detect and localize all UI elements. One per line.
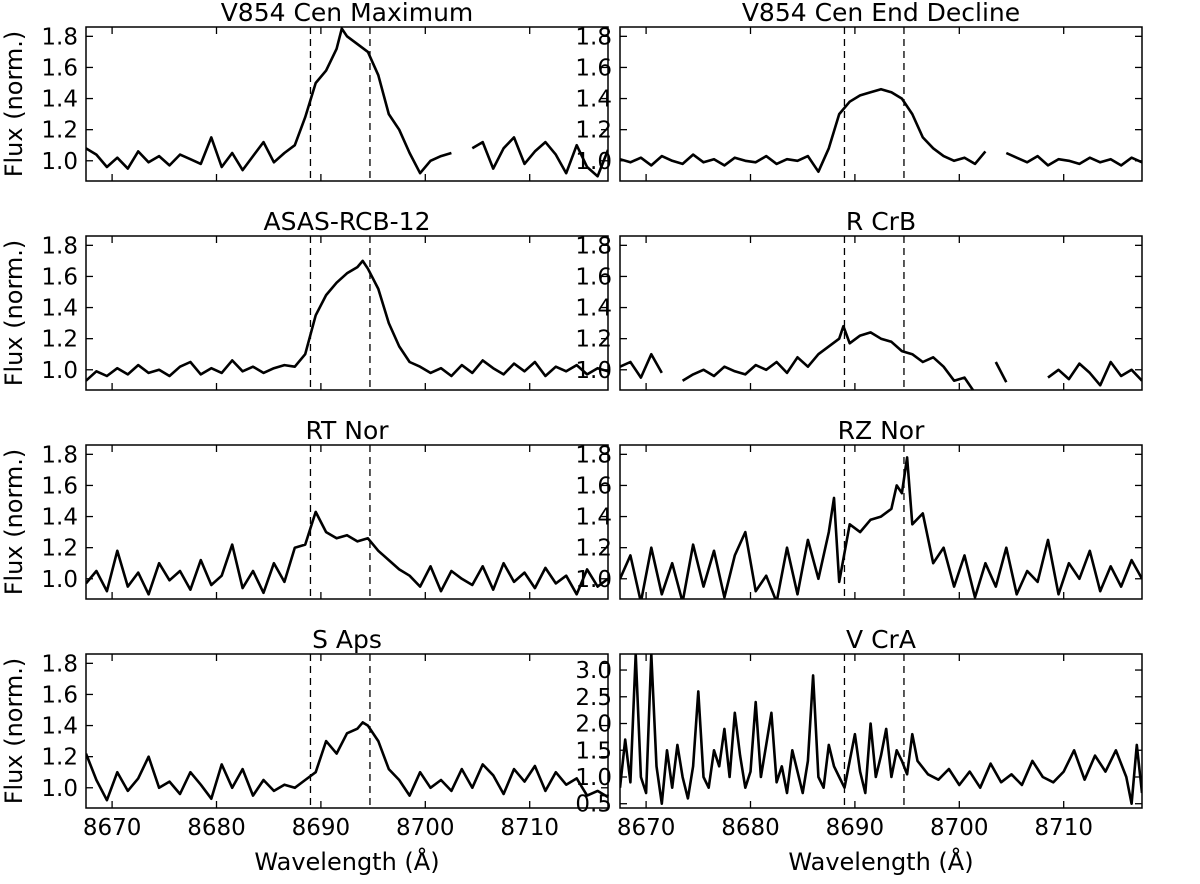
x-tick-label: 8700 bbox=[396, 815, 455, 841]
x-tick-label: 8680 bbox=[187, 815, 246, 841]
y-tick-label: 1.0 bbox=[41, 567, 78, 593]
y-tick-label: 1.6 bbox=[575, 264, 612, 290]
panel-7: V CrA 0.51.01.52.02.53.0 8670 8680 8690 8700 8… bbox=[575, 625, 1143, 876]
x-tick-label: 8670 bbox=[617, 815, 676, 841]
axes-frame bbox=[85, 26, 609, 182]
axes-frame bbox=[619, 653, 1143, 809]
y-tick-label: 1.0 bbox=[575, 358, 612, 384]
y-tick-label: 1.0 bbox=[41, 358, 78, 384]
y-tick-label: 1.8 bbox=[41, 651, 78, 677]
panel-0: V854 Cen Maximum 1.0 1.2 1.4 1.6 1.8 Flux (nor… bbox=[0, 0, 609, 182]
y-tick-label: 1.4 bbox=[575, 505, 612, 531]
y-tick-label: 1.4 bbox=[575, 87, 612, 113]
y-tick-label: 1.6 bbox=[41, 682, 78, 708]
y-tick-label: 1.4 bbox=[41, 87, 78, 113]
y-tick-label: 1.0 bbox=[575, 149, 612, 175]
panel-title: V854 Cen Maximum bbox=[221, 0, 474, 27]
y-tick-label: 1.6 bbox=[41, 55, 78, 81]
y-tick-label: 1.2 bbox=[41, 327, 78, 353]
spectrum-line-0 bbox=[86, 27, 608, 178]
axes-frame bbox=[85, 235, 609, 391]
y-tick-label: 1.4 bbox=[575, 296, 612, 322]
y-tick-label: 1.6 bbox=[575, 473, 612, 499]
y-axis-label: Flux (norm.) bbox=[0, 449, 28, 596]
spectrum-line-0 bbox=[620, 654, 1142, 805]
y-tick-label: 1.2 bbox=[575, 327, 612, 353]
y-tick-label: 1.4 bbox=[41, 714, 78, 740]
y-tick-label: 1.8 bbox=[41, 233, 78, 259]
axes-frame bbox=[619, 444, 1143, 600]
y-tick-label: 1.4 bbox=[41, 296, 78, 322]
y-tick-label: 1.0 bbox=[575, 765, 612, 791]
y-tick-label: 2.0 bbox=[575, 712, 612, 738]
panel-4: RT Nor 1.0 1.2 1.4 1.6 1.8 Flux (norm.) bbox=[0, 416, 609, 600]
panel-title: V CrA bbox=[846, 625, 916, 654]
y-tick-label: 1.6 bbox=[575, 55, 612, 81]
y-tick-label: 1.6 bbox=[41, 264, 78, 290]
spectrum-line-0 bbox=[86, 259, 608, 382]
spectrum-line-0 bbox=[620, 324, 1142, 390]
panel-5: RZ Nor 1.0 1.2 1.4 1.6 1.8 bbox=[575, 416, 1143, 600]
panel-title: R CrB bbox=[846, 207, 916, 236]
y-tick-label: 1.8 bbox=[575, 233, 612, 259]
x-axis-label: Wavelength (Å) bbox=[788, 847, 973, 876]
x-tick-label: 8700 bbox=[930, 815, 989, 841]
spectrum-line-0 bbox=[620, 456, 1142, 599]
panel-1: V854 Cen End Decline 1.0 1.2 1.4 1.6 1.8 bbox=[575, 0, 1143, 182]
panel-title: RT Nor bbox=[305, 416, 389, 445]
panel-2: ASAS-RCB-12 1.0 1.2 1.4 1.6 1.8 Flux (norm.) bbox=[0, 207, 609, 391]
y-axis-label: Flux (norm.) bbox=[0, 240, 28, 387]
y-tick-label: 1.8 bbox=[575, 442, 612, 468]
y-tick-label: 1.2 bbox=[575, 118, 612, 144]
y-tick-label: 3.0 bbox=[575, 658, 612, 684]
axes-frame bbox=[619, 26, 1143, 182]
spectrum-line-0 bbox=[86, 510, 608, 596]
y-tick-label: 1.6 bbox=[41, 473, 78, 499]
x-tick-label: 8680 bbox=[721, 815, 780, 841]
panel-title: V854 Cen End Decline bbox=[742, 0, 1020, 27]
x-axis-label: Wavelength (Å) bbox=[254, 847, 439, 876]
y-tick-label: 1.8 bbox=[41, 442, 78, 468]
x-tick-label: 8710 bbox=[1034, 815, 1093, 841]
y-tick-label: 1.8 bbox=[575, 24, 612, 50]
y-tick-label: 0.5 bbox=[575, 792, 612, 818]
axes-frame bbox=[619, 235, 1143, 391]
y-tick-label: 1.8 bbox=[41, 24, 78, 50]
y-tick-label: 1.0 bbox=[575, 567, 612, 593]
axes-frame bbox=[85, 444, 609, 600]
y-tick-label: 1.2 bbox=[41, 536, 78, 562]
y-tick-label: 1.2 bbox=[41, 118, 78, 144]
panel-3: R CrB 1.0 1.2 1.4 1.6 1.8 bbox=[575, 207, 1143, 391]
x-tick-label: 8690 bbox=[292, 815, 351, 841]
spectrum-line-0 bbox=[620, 87, 1142, 173]
y-tick-label: 1.0 bbox=[41, 776, 78, 802]
panel-title: ASAS-RCB-12 bbox=[264, 207, 431, 236]
axes-frame bbox=[85, 653, 609, 809]
y-tick-label: 2.5 bbox=[575, 685, 612, 711]
x-tick-label: 8710 bbox=[500, 815, 559, 841]
y-tick-label: 1.2 bbox=[41, 745, 78, 771]
y-tick-label: 1.5 bbox=[575, 738, 612, 764]
panel-title: S Aps bbox=[312, 625, 382, 654]
y-axis-label: Flux (norm.) bbox=[0, 31, 28, 178]
panel-title: RZ Nor bbox=[838, 416, 925, 445]
y-tick-label: 1.0 bbox=[41, 149, 78, 175]
x-tick-label: 8690 bbox=[826, 815, 885, 841]
spectrum-line-0 bbox=[86, 721, 608, 802]
y-tick-label: 1.4 bbox=[41, 505, 78, 531]
y-axis-label: Flux (norm.) bbox=[0, 658, 28, 805]
y-tick-label: 1.2 bbox=[575, 536, 612, 562]
panel-6: S Aps 1.0 1.2 1.4 1.6 1.8 8670 8680 8690 8700 8710… bbox=[0, 625, 609, 876]
x-tick-label: 8670 bbox=[83, 815, 142, 841]
